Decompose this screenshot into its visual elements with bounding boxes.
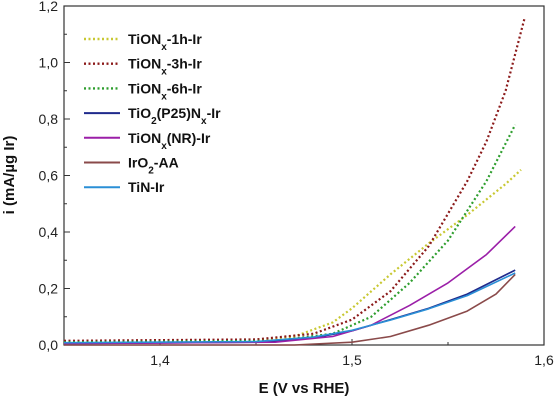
x-tick-label: 1,5 [342, 352, 362, 368]
y-tick-label: 0,8 [39, 111, 59, 127]
series-lines [63, 17, 526, 346]
y-tick-label: 0,4 [39, 224, 59, 240]
legend-entry: TiONx-6h-Ir [128, 80, 202, 102]
legend-entry: TiONx-1h-Ir [128, 31, 202, 53]
series-line [63, 168, 522, 344]
y-tick-label: 0,2 [39, 281, 59, 297]
y-tick-label: 0,0 [39, 337, 59, 353]
y-tick-label: 1,0 [39, 55, 59, 71]
legend-entry: TiONx(NR)-Ir [128, 130, 211, 152]
series-line [63, 269, 516, 345]
y-tick-label: 1,2 [39, 0, 59, 14]
y-axis-title: i (mA/µg Ir) [1, 136, 18, 215]
x-axis-title: E (V vs RHE) [259, 380, 350, 397]
y-tick-label: 0,6 [39, 168, 59, 184]
y-axis-ticks: 0,0 0,2 0,4 0,6 0,8 1,0 1,2 [39, 0, 70, 353]
series-line [63, 17, 526, 342]
x-tick-label: 1,6 [534, 352, 554, 368]
legend-entry: IrO2-AA [128, 155, 179, 177]
legend-entry: TiO2(P25)Nx-Ir [128, 105, 221, 127]
x-tick-label: 1,4 [150, 352, 170, 368]
series-line [64, 273, 516, 346]
series-line [63, 225, 516, 345]
series-line [63, 272, 516, 344]
legend-entry: TiONx-3h-Ir [128, 56, 202, 78]
legend-entry: TiN-Ir [128, 179, 165, 195]
